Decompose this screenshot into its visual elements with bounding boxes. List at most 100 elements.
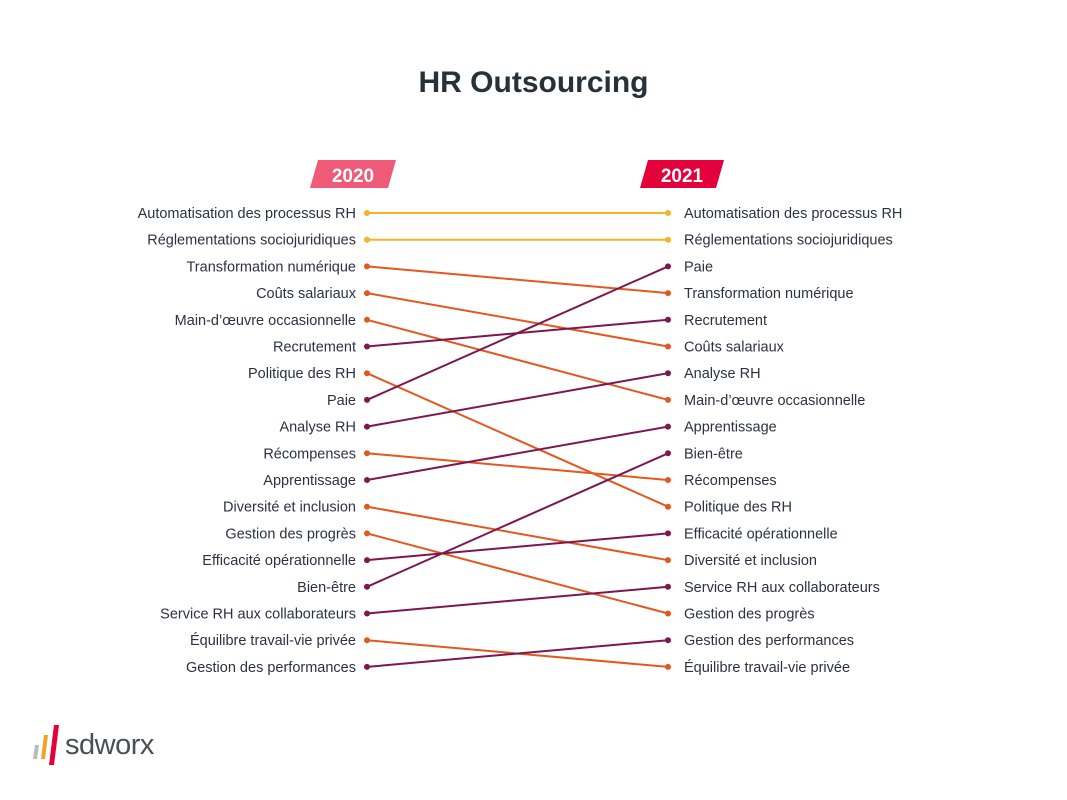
left-category-label: Diversité et inclusion bbox=[223, 500, 356, 516]
dot-2020 bbox=[364, 583, 370, 590]
dot-2021 bbox=[665, 663, 671, 670]
year-label-left: 2020 bbox=[332, 166, 374, 187]
connector-line bbox=[366, 532, 669, 615]
right-category-label: Recrutement bbox=[684, 313, 767, 329]
right-category-label: Analyse RH bbox=[684, 366, 761, 382]
left-category-label: Automatisation des processus RH bbox=[138, 206, 356, 222]
dot-2020 bbox=[364, 290, 370, 297]
right-category-label: Gestion des progrès bbox=[684, 607, 815, 623]
dot-2021 bbox=[665, 236, 671, 243]
connector-line bbox=[366, 265, 669, 401]
dot-2021 bbox=[665, 610, 671, 617]
right-category-label: Apprentissage bbox=[684, 420, 777, 436]
left-category-label: Recrutement bbox=[273, 340, 356, 356]
dot-2020 bbox=[364, 423, 370, 430]
labels-2020: Automatisation des processus RH Réglement… bbox=[138, 206, 357, 676]
left-category-label: Récompenses bbox=[263, 446, 356, 462]
dot-2020 bbox=[364, 236, 370, 243]
dot-2021 bbox=[665, 210, 671, 216]
dot-2021 bbox=[665, 263, 671, 270]
right-category-label: Récompenses bbox=[684, 473, 777, 489]
connector-line bbox=[366, 425, 669, 481]
right-category-label: Bien-être bbox=[684, 446, 743, 462]
chart-title: HR Outsourcing bbox=[418, 66, 649, 99]
left-category-label: Équilibre travail-vie privée bbox=[190, 632, 356, 649]
left-category-label: Transformation numérique bbox=[186, 259, 356, 275]
left-category-label: Bien-être bbox=[297, 580, 356, 596]
connector-line bbox=[366, 265, 669, 295]
left-category-label: Paie bbox=[327, 393, 356, 409]
left-category-label: Gestion des performances bbox=[186, 660, 356, 676]
dot-2020 bbox=[364, 396, 370, 403]
logo-stripe-grey bbox=[33, 745, 39, 759]
dot-2020 bbox=[364, 477, 370, 483]
connector-line bbox=[366, 318, 669, 401]
left-category-label: Réglementations sociojuridiques bbox=[147, 233, 356, 249]
right-category-label: Transformation numérique bbox=[684, 286, 854, 302]
dot-2020 bbox=[364, 450, 370, 457]
right-category-label: Réglementations sociojuridiques bbox=[684, 233, 893, 249]
left-category-label: Apprentissage bbox=[263, 473, 356, 489]
year-label-right: 2021 bbox=[661, 166, 704, 187]
dot-2021 bbox=[665, 396, 671, 403]
connector-line bbox=[366, 639, 669, 668]
connector-line bbox=[366, 585, 669, 615]
right-category-label: Gestion des performances bbox=[684, 633, 854, 649]
dot-2021 bbox=[665, 530, 671, 537]
dot-2020 bbox=[364, 557, 370, 564]
dot-2021 bbox=[665, 343, 671, 350]
logo-stripe-red bbox=[49, 725, 59, 765]
dot-2021 bbox=[665, 583, 671, 590]
right-category-label: Efficacité opérationnelle bbox=[684, 526, 838, 542]
dot-2021 bbox=[665, 637, 671, 644]
dot-2020 bbox=[364, 530, 370, 537]
right-category-label: Équilibre travail-vie privée bbox=[684, 659, 850, 676]
dot-2021 bbox=[665, 290, 671, 297]
right-category-label: Diversité et inclusion bbox=[684, 553, 817, 569]
logo-stripe-orange bbox=[41, 735, 48, 759]
dot-2021 bbox=[665, 370, 671, 377]
sdworx-stripes-icon bbox=[33, 725, 59, 765]
rank-dots bbox=[364, 210, 671, 670]
connector-line bbox=[366, 292, 669, 348]
left-category-label: Service RH aux collaborateurs bbox=[160, 607, 356, 623]
year-header-left: 2020 bbox=[310, 160, 396, 188]
left-category-label: Analyse RH bbox=[279, 420, 356, 436]
year-badge-left bbox=[310, 160, 396, 188]
dot-2021 bbox=[665, 503, 671, 510]
dot-2020 bbox=[364, 503, 370, 510]
connector-line bbox=[366, 505, 669, 562]
connector-lines bbox=[366, 212, 669, 668]
left-category-label: Politique des RH bbox=[248, 366, 356, 382]
connector-line bbox=[366, 372, 669, 428]
dot-2020 bbox=[364, 263, 370, 270]
right-category-label: Politique des RH bbox=[684, 500, 792, 516]
year-header-right: 2021 bbox=[640, 160, 724, 188]
left-category-label: Gestion des progrès bbox=[225, 526, 356, 542]
dot-2020 bbox=[364, 663, 370, 670]
connector-line bbox=[366, 532, 669, 562]
right-category-label: Service RH aux collaborateurs bbox=[684, 580, 880, 596]
logo-text: sdworx bbox=[65, 728, 154, 761]
right-category-label: Paie bbox=[684, 259, 713, 275]
right-category-label: Coûts salariaux bbox=[684, 340, 785, 356]
dot-2021 bbox=[665, 316, 671, 323]
dot-2021 bbox=[665, 423, 671, 430]
dot-2020 bbox=[364, 637, 370, 644]
dot-2020 bbox=[364, 343, 370, 350]
dot-2020 bbox=[364, 210, 370, 216]
right-category-label: Automatisation des processus RH bbox=[684, 206, 902, 222]
dot-2020 bbox=[364, 316, 370, 323]
dot-2020 bbox=[364, 610, 370, 617]
dot-2021 bbox=[665, 450, 671, 457]
dot-2021 bbox=[665, 477, 671, 483]
labels-2021: Automatisation des processus RH Réglement… bbox=[684, 206, 902, 676]
connector-line bbox=[366, 372, 669, 508]
year-badge-right bbox=[640, 160, 724, 188]
connector-line bbox=[366, 452, 669, 588]
left-category-label: Coûts salariaux bbox=[256, 286, 357, 302]
connector-line bbox=[366, 452, 669, 481]
sdworx-logo: sdworx bbox=[32, 722, 154, 768]
dot-2020 bbox=[364, 370, 370, 377]
